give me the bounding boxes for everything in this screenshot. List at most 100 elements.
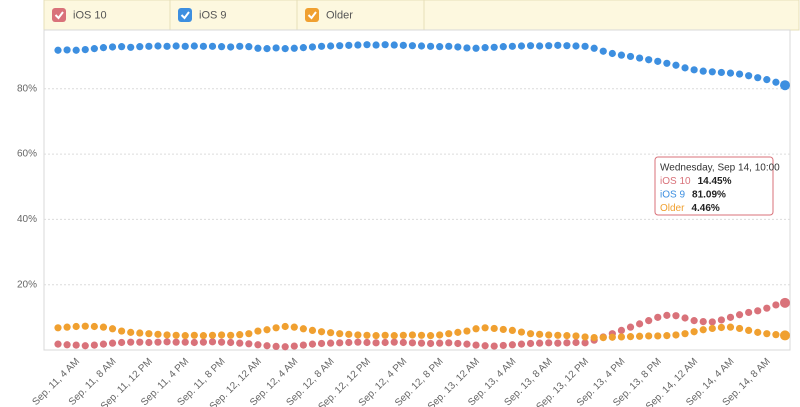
data-point[interactable] (217, 43, 226, 51)
data-point[interactable] (654, 57, 662, 65)
data-point[interactable] (717, 316, 725, 324)
data-point[interactable] (745, 308, 753, 317)
data-point[interactable] (390, 332, 398, 340)
data-point[interactable] (118, 43, 126, 51)
data-point[interactable] (81, 322, 89, 330)
data-point[interactable] (490, 342, 498, 350)
data-point[interactable] (327, 329, 335, 337)
data-point[interactable] (763, 304, 771, 312)
data-point[interactable] (745, 326, 753, 335)
data-point[interactable] (681, 330, 689, 338)
data-point[interactable] (499, 341, 507, 350)
legend-item[interactable]: Older (305, 8, 353, 22)
data-point[interactable] (227, 43, 235, 51)
data-point[interactable] (735, 311, 744, 319)
data-point[interactable] (708, 318, 716, 326)
data-point[interactable] (399, 338, 407, 347)
data-point[interactable] (154, 42, 162, 50)
data-point[interactable] (81, 45, 89, 54)
data-point[interactable] (690, 328, 698, 336)
data-point[interactable] (290, 323, 298, 331)
data-point[interactable] (526, 339, 535, 348)
data-point[interactable] (499, 325, 507, 334)
data-point[interactable] (554, 331, 562, 339)
data-point[interactable] (672, 312, 680, 320)
data-point[interactable] (199, 338, 207, 346)
data-point[interactable] (626, 323, 635, 331)
data-point[interactable] (472, 341, 480, 349)
data-point[interactable] (399, 331, 407, 339)
legend-checkbox[interactable] (52, 8, 66, 22)
data-point[interactable] (572, 338, 580, 347)
data-point[interactable] (118, 338, 126, 347)
data-point[interactable] (263, 45, 271, 53)
data-point[interactable] (663, 59, 671, 67)
data-point[interactable] (163, 338, 171, 346)
data-point[interactable] (190, 42, 198, 50)
data-point[interactable] (508, 42, 516, 50)
data-point[interactable] (90, 322, 98, 331)
data-point[interactable] (654, 313, 662, 321)
data-point[interactable] (136, 43, 144, 51)
data-point[interactable] (636, 320, 644, 328)
data-point[interactable] (690, 66, 698, 74)
data-point[interactable] (290, 342, 298, 350)
data-point[interactable] (136, 338, 144, 346)
data-point[interactable] (299, 325, 307, 333)
data-point[interactable] (154, 330, 162, 338)
data-point[interactable] (617, 51, 626, 59)
data-point[interactable] (272, 324, 280, 332)
data-point[interactable] (127, 43, 135, 51)
data-point[interactable] (426, 339, 435, 348)
data-point[interactable] (726, 69, 735, 77)
data-point[interactable] (563, 332, 571, 340)
data-point[interactable] (199, 332, 207, 340)
data-point[interactable] (345, 41, 353, 49)
data-point[interactable] (763, 330, 771, 338)
data-point[interactable] (545, 42, 553, 50)
data-point[interactable] (172, 338, 180, 346)
data-point[interactable] (772, 78, 780, 86)
data-point[interactable] (581, 339, 589, 347)
data-point[interactable] (545, 339, 553, 347)
data-point[interactable] (272, 44, 280, 52)
data-point[interactable] (454, 339, 462, 348)
data-point[interactable] (735, 70, 744, 78)
data-point[interactable] (645, 332, 653, 340)
data-point[interactable] (72, 46, 80, 54)
data-point[interactable] (390, 338, 398, 346)
data-point[interactable] (208, 42, 217, 50)
data-point[interactable] (517, 328, 526, 336)
data-point[interactable] (299, 44, 307, 52)
data-point[interactable] (317, 339, 326, 348)
data-point[interactable] (354, 41, 362, 49)
data-point[interactable] (236, 42, 244, 50)
data-point[interactable] (236, 339, 244, 347)
data-point[interactable] (426, 42, 435, 50)
data-point[interactable] (181, 332, 189, 340)
data-point[interactable] (608, 49, 616, 58)
data-point[interactable] (654, 332, 662, 340)
data-point[interactable] (626, 52, 635, 61)
data-point[interactable] (754, 328, 762, 336)
data-point[interactable] (526, 42, 535, 50)
data-point[interactable] (227, 338, 235, 347)
data-point[interactable] (617, 326, 626, 335)
data-point[interactable] (263, 342, 271, 350)
data-point[interactable] (472, 325, 480, 333)
data-point[interactable] (408, 331, 417, 339)
data-point[interactable] (554, 41, 562, 49)
data-point[interactable] (708, 324, 716, 333)
data-point[interactable] (708, 68, 716, 76)
data-point[interactable] (63, 323, 71, 331)
data-point[interactable] (181, 42, 189, 50)
data-point[interactable] (354, 338, 362, 346)
data-point[interactable] (536, 330, 544, 338)
data-point[interactable] (236, 331, 244, 339)
data-point[interactable] (481, 44, 489, 52)
data-point[interactable] (190, 331, 198, 339)
data-point[interactable] (490, 324, 498, 333)
data-point[interactable] (545, 331, 553, 339)
data-point[interactable] (581, 42, 589, 50)
data-point[interactable] (54, 46, 62, 54)
